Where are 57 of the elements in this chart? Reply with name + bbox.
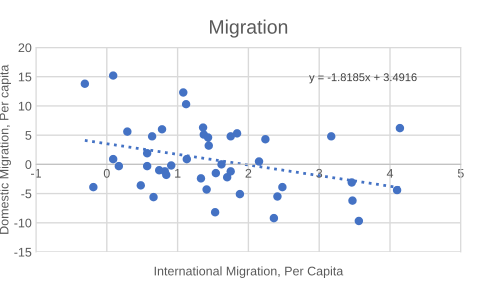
- point: [202, 185, 211, 194]
- x-tick-label: 0: [104, 168, 110, 178]
- point: [212, 168, 220, 178]
- point: [123, 127, 132, 136]
- y-tick-label: 0: [25, 160, 32, 170]
- point: [148, 132, 156, 141]
- point: [327, 132, 336, 141]
- point: [236, 190, 244, 198]
- point: [158, 125, 166, 134]
- point: [204, 133, 212, 142]
- point: [166, 161, 176, 170]
- point: [108, 71, 118, 80]
- point: [196, 174, 206, 183]
- annotation: y = -1.8185x + 3.4916: [309, 73, 417, 84]
- y-tick-label: 15: [18, 72, 32, 82]
- point: [162, 170, 171, 180]
- point: [226, 167, 235, 176]
- y-tick-label: 20: [18, 43, 32, 52]
- point: [80, 80, 90, 88]
- point: [182, 154, 192, 164]
- point: [114, 162, 124, 170]
- point: [232, 129, 242, 138]
- point: [204, 141, 213, 150]
- y-tick-label: -5: [21, 190, 32, 198]
- point: [278, 182, 287, 192]
- point: [149, 192, 158, 202]
- point: [270, 214, 278, 222]
- point: [108, 154, 118, 164]
- y-tick-label: -15: [14, 248, 32, 257]
- point: [142, 162, 152, 170]
- y-tick-label: 5: [25, 131, 32, 140]
- point: [89, 182, 98, 192]
- point: [142, 149, 152, 158]
- point: [222, 172, 232, 182]
- y-tick-label: -10: [14, 218, 32, 228]
- point: [273, 192, 282, 201]
- point: [261, 135, 270, 144]
- point: [179, 88, 188, 97]
- x-tick-label: 3: [316, 168, 322, 178]
- point: [348, 196, 357, 205]
- y-tick-label: 10: [18, 102, 32, 111]
- x-tick-label: 2: [246, 168, 252, 178]
- x-tick-label: 1: [175, 168, 180, 178]
- point: [217, 160, 226, 169]
- point: [396, 124, 404, 132]
- point: [392, 186, 402, 194]
- point: [348, 178, 356, 187]
- point: [254, 157, 264, 166]
- point: [198, 123, 208, 132]
- point: [226, 132, 235, 141]
- point: [182, 100, 190, 108]
- chart-title: Migration: [210, 20, 288, 38]
- point: [354, 216, 364, 226]
- x-tick-label: 4: [386, 168, 394, 178]
- point: [136, 181, 146, 190]
- x-axis-title: International Migration, Per Capita: [154, 266, 344, 278]
- point: [210, 208, 220, 217]
